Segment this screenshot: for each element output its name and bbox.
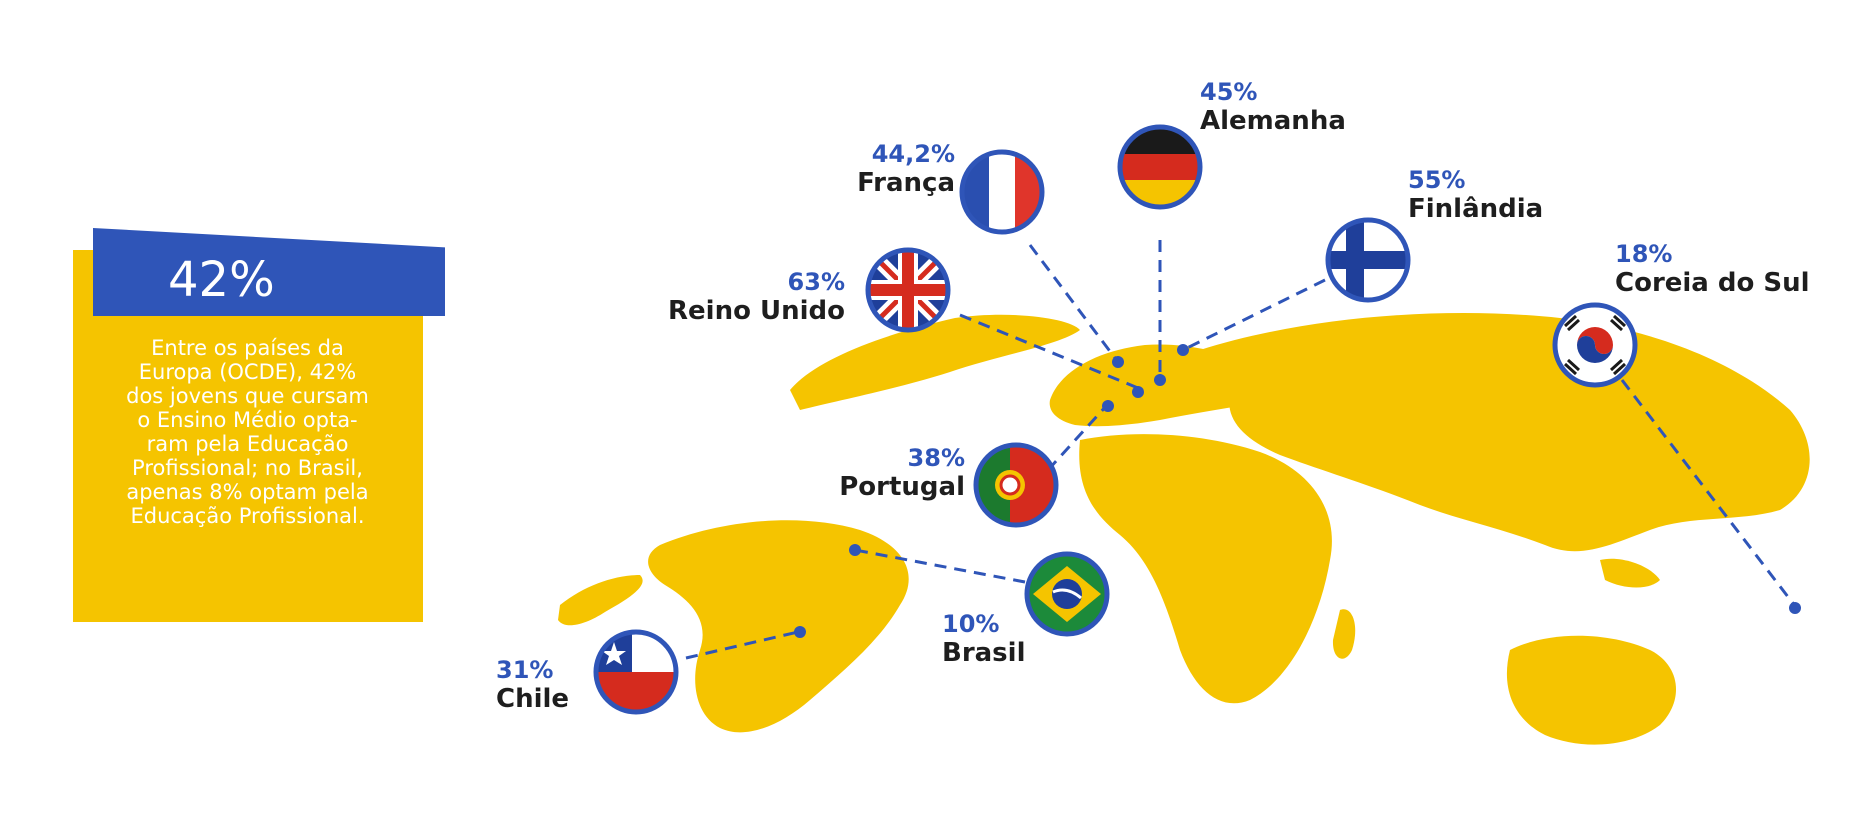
- label-brasil: 10% Brasil: [942, 610, 1025, 668]
- value-finlandia: 55%: [1408, 166, 1466, 194]
- united-kingdom-flag-icon: [865, 247, 951, 333]
- label-reino-unido: 63% Reino Unido: [665, 268, 845, 326]
- name-brasil: Brasil: [942, 638, 1026, 668]
- summary-line: Entre os países da: [151, 336, 344, 360]
- madagascar-landmass: [1332, 609, 1356, 659]
- value-alemanha: 45%: [1200, 78, 1258, 106]
- location-dots: [794, 344, 1801, 638]
- greenland-landmass: [790, 314, 1080, 410]
- africa-landmass: [1079, 434, 1332, 704]
- australia-landmass: [1506, 635, 1677, 745]
- value-portugal: 38%: [907, 444, 965, 472]
- summary-line: dos jovens que cursam: [126, 384, 369, 408]
- label-franca: 44,2% França: [845, 140, 955, 198]
- name-chile: Chile: [496, 684, 570, 714]
- france-flag-icon: [959, 149, 1045, 235]
- summary-percentage: 42%: [168, 252, 275, 308]
- islands-landmass: [1600, 558, 1660, 588]
- south-america-landmass: [648, 520, 909, 733]
- finland-flag-icon: [1325, 217, 1411, 303]
- value-coreia-do-sul: 18%: [1615, 240, 1673, 268]
- central-america-landmass: [558, 575, 643, 626]
- summary-line: apenas 8% optam pela: [126, 480, 369, 504]
- south-korea-flag-icon: [1552, 302, 1638, 388]
- portugal-flag-icon: [973, 442, 1059, 528]
- germany-flag-icon: [1117, 124, 1203, 210]
- brazil-flag-icon: [1024, 551, 1110, 637]
- chile-flag-icon: [593, 629, 679, 715]
- label-chile: 31% Chile: [496, 656, 569, 714]
- summary-line: Europa (OCDE), 42%: [138, 360, 357, 384]
- name-franca: França: [857, 168, 955, 198]
- summary-line: Educação Profissional.: [130, 504, 365, 528]
- name-coreia-do-sul: Coreia do Sul: [1615, 268, 1810, 298]
- value-franca: 44,2%: [871, 140, 955, 168]
- name-alemanha: Alemanha: [1200, 106, 1346, 136]
- japan-landmass: [1697, 419, 1718, 457]
- summary-text: Entre os países da Europa (OCDE), 42% do…: [95, 336, 400, 528]
- name-portugal: Portugal: [839, 472, 965, 502]
- label-portugal: 38% Portugal: [820, 444, 965, 502]
- label-finlandia: 55% Finlândia: [1408, 166, 1543, 224]
- name-finlandia: Finlândia: [1408, 194, 1544, 224]
- summary-line: o Ensino Médio opta-: [137, 408, 358, 432]
- label-coreia-do-sul: 18% Coreia do Sul: [1615, 240, 1810, 298]
- value-chile: 31%: [496, 656, 554, 684]
- name-reino-unido: Reino Unido: [668, 296, 845, 326]
- connector-lines: [685, 240, 1797, 660]
- asia-landmass: [1200, 313, 1810, 552]
- summary-line: ram pela Educação: [146, 432, 349, 456]
- value-brasil: 10%: [942, 610, 1000, 638]
- label-alemanha: 45% Alemanha: [1200, 78, 1346, 136]
- value-reino-unido: 63%: [787, 268, 845, 296]
- summary-line: Profissional; no Brasil,: [132, 456, 363, 480]
